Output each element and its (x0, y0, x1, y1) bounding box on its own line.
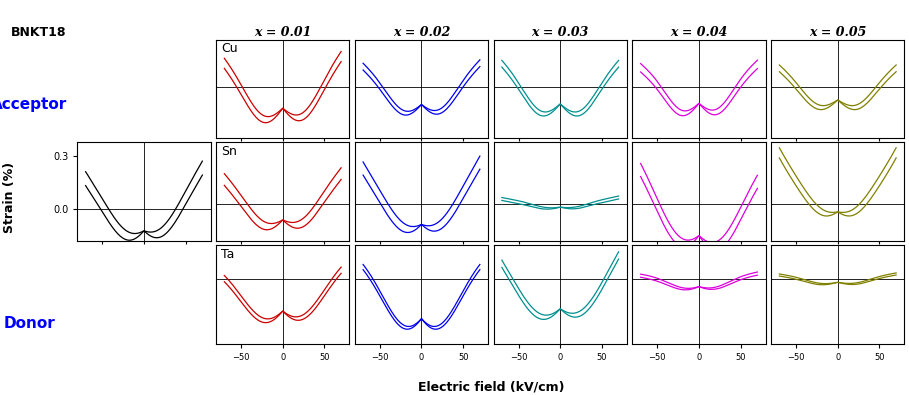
Title: x = 0.01: x = 0.01 (254, 26, 312, 40)
Title: x = 0.02: x = 0.02 (393, 26, 450, 40)
Text: Strain (%): Strain (%) (3, 162, 15, 233)
Text: Donor: Donor (4, 316, 55, 331)
Text: Sn: Sn (222, 145, 237, 158)
Text: Acceptor: Acceptor (0, 97, 67, 112)
Text: BNKT18: BNKT18 (11, 26, 66, 39)
Text: Electric field (kV/cm): Electric field (kV/cm) (417, 380, 564, 393)
Text: Ta: Ta (222, 248, 235, 261)
Text: Cu: Cu (222, 42, 238, 55)
Title: x = 0.03: x = 0.03 (532, 26, 589, 40)
Title: x = 0.04: x = 0.04 (670, 26, 728, 40)
Title: x = 0.05: x = 0.05 (809, 26, 866, 40)
